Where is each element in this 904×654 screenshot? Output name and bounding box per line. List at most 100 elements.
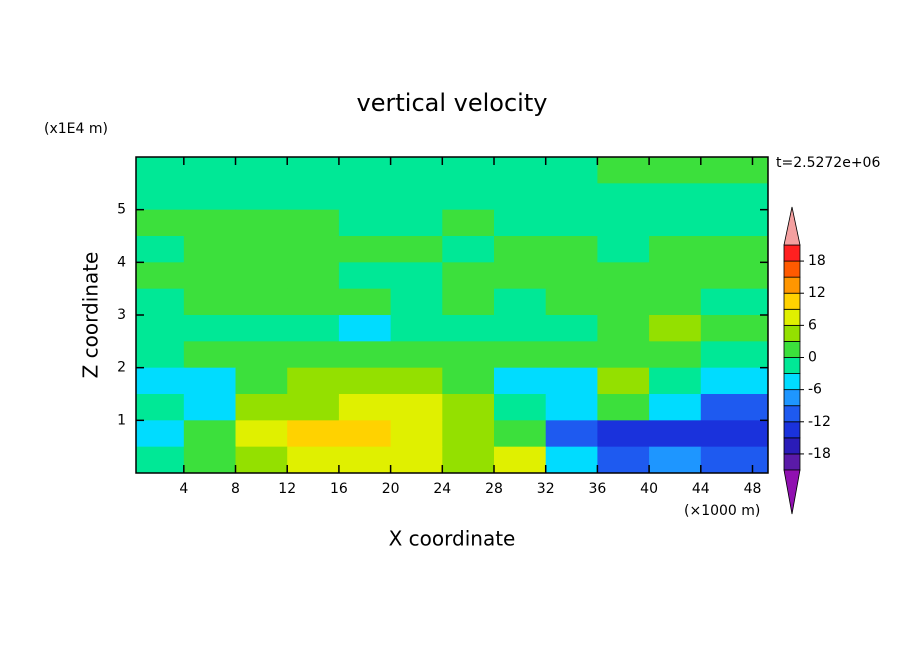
- contour-cell: [700, 446, 769, 474]
- contour-cell: [235, 341, 288, 369]
- y-tick-label: 1: [117, 412, 126, 428]
- contour-cell: [597, 394, 650, 421]
- contour-cell: [494, 236, 547, 263]
- contour-cell: [442, 209, 495, 237]
- contour-cell: [183, 315, 237, 342]
- contour-cell: [390, 367, 443, 395]
- y-tick-label: 4: [117, 254, 126, 270]
- x-unit: (×1000 m): [684, 503, 760, 519]
- contour-cell: [442, 367, 495, 395]
- colorbar-box: [783, 389, 801, 407]
- contour-cell: [287, 262, 340, 290]
- contour-cell: [597, 420, 650, 448]
- contour-cell: [136, 209, 185, 237]
- contour-cell: [390, 209, 443, 237]
- contour-cell: [183, 209, 237, 237]
- colorbar-over: [783, 206, 801, 246]
- contour-cell: [235, 288, 288, 316]
- contour-cell: [700, 341, 769, 369]
- x-tick-label: 44: [692, 481, 710, 497]
- colorbar-label: -12: [808, 414, 831, 430]
- contour-cell: [390, 183, 443, 211]
- contour-cell: [597, 236, 650, 263]
- contour-cell: [136, 315, 185, 342]
- colorbar-box: [783, 437, 801, 455]
- contour-cell: [597, 367, 650, 395]
- x-tick-label: 16: [330, 481, 348, 497]
- contour-cell: [338, 236, 392, 263]
- x-tick-label: 24: [433, 481, 451, 497]
- contour-cell: [338, 262, 392, 290]
- contour-cell: [136, 236, 185, 263]
- contour-cell: [494, 341, 547, 369]
- contour-cell: [649, 420, 702, 448]
- contour-cell: [545, 446, 598, 474]
- contour-cell: [183, 236, 237, 263]
- colorbar-label: 18: [808, 253, 826, 269]
- contour-cell: [494, 262, 547, 290]
- contour-cell: [700, 367, 769, 395]
- contour-cell: [235, 157, 288, 184]
- contour-cell: [545, 209, 598, 237]
- contour-cell: [700, 394, 769, 421]
- contour-cell: [287, 446, 340, 474]
- colorbar-box: [783, 292, 801, 310]
- x-tick-label: 8: [231, 481, 240, 497]
- contour-cell: [649, 209, 702, 237]
- contour-cell: [494, 157, 547, 184]
- colorbar-label: 0: [808, 350, 817, 366]
- contour-cell: [597, 262, 650, 290]
- contour-cell: [545, 394, 598, 421]
- contour-cell: [442, 315, 495, 342]
- contour-cell: [136, 341, 185, 369]
- contour-cell: [494, 420, 547, 448]
- contour-cell: [338, 157, 392, 184]
- contour-cell: [649, 446, 702, 474]
- contour-cell: [494, 183, 547, 211]
- contour-cell: [235, 446, 288, 474]
- contour-cell: [235, 209, 288, 237]
- contour-cell: [597, 209, 650, 237]
- contour-cell: [545, 341, 598, 369]
- y-axis-label: Z coordinate: [79, 252, 103, 379]
- colorbar-box: [783, 324, 801, 342]
- contour-cell: [442, 288, 495, 316]
- contour-cell: [338, 209, 392, 237]
- contour-cell: [649, 341, 702, 369]
- contour-cell: [287, 236, 340, 263]
- contour-cell: [390, 315, 443, 342]
- contour-cell: [494, 315, 547, 342]
- contour-cell: [494, 209, 547, 237]
- colorbar-label: 12: [808, 285, 826, 301]
- contour-cell: [649, 288, 702, 316]
- contour-cell: [338, 420, 392, 448]
- contour-cell: [183, 183, 237, 211]
- contour-cell: [649, 262, 702, 290]
- x-tick-label: 48: [744, 481, 762, 497]
- contour-cell: [183, 394, 237, 421]
- contour-cell: [183, 367, 237, 395]
- colorbar-box: [783, 276, 801, 294]
- contour-cell: [442, 183, 495, 211]
- contour-cell: [287, 183, 340, 211]
- contour-cell: [649, 183, 702, 211]
- contour-cell: [597, 315, 650, 342]
- x-tick-label: 20: [382, 481, 400, 497]
- contour-cell: [287, 367, 340, 395]
- contour-cell: [338, 446, 392, 474]
- contour-cell: [597, 183, 650, 211]
- contour-cell: [235, 315, 288, 342]
- contour-cell: [136, 262, 185, 290]
- contour-cell: [649, 394, 702, 421]
- contour-cell: [183, 157, 237, 184]
- colorbar-box: [783, 308, 801, 326]
- y-unit: (x1E4 m): [44, 121, 108, 137]
- contour-cell: [235, 394, 288, 421]
- colorbar-box: [783, 244, 801, 262]
- contour-cell: [442, 236, 495, 263]
- colorbar-box: [783, 260, 801, 278]
- contour-cell: [649, 157, 702, 184]
- contour-cell: [287, 157, 340, 184]
- contour-cell: [700, 157, 769, 184]
